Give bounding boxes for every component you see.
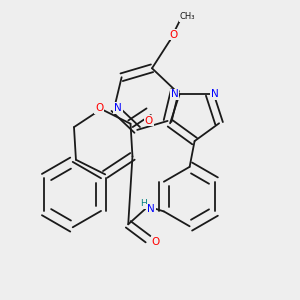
Text: CH₃: CH₃ bbox=[180, 12, 195, 21]
Text: H: H bbox=[140, 199, 146, 208]
Text: O: O bbox=[170, 30, 178, 40]
Text: N: N bbox=[171, 89, 178, 100]
Text: N: N bbox=[114, 103, 122, 113]
Text: O: O bbox=[152, 237, 160, 247]
Text: N: N bbox=[211, 89, 219, 100]
Text: O: O bbox=[145, 116, 153, 126]
Text: N: N bbox=[147, 204, 155, 214]
Text: O: O bbox=[95, 103, 103, 113]
